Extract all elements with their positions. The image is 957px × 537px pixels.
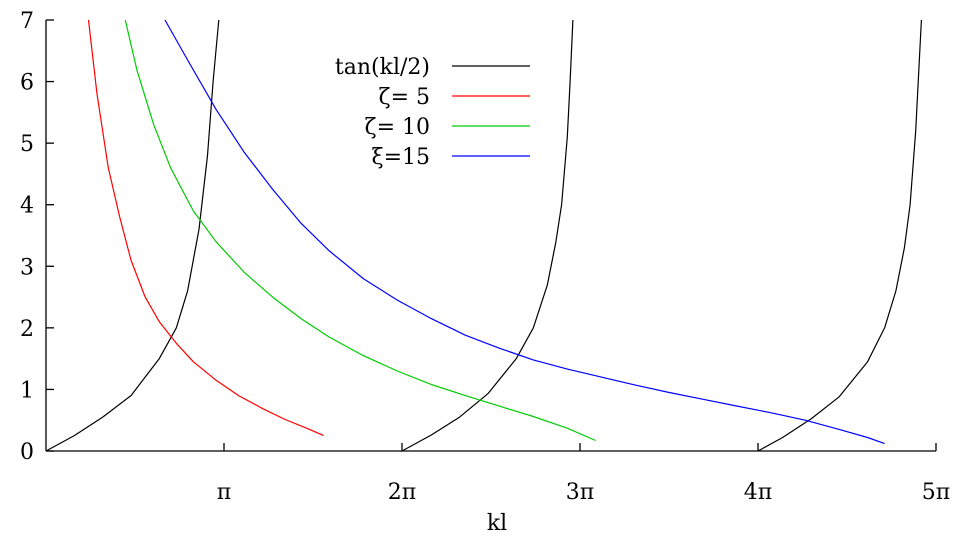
x-tick-label-2: 3π [566, 480, 594, 505]
series-layer [45, 19, 922, 452]
legend: tan(kl/2) ζ= 5 ζ= 10 ξ=15 [335, 55, 530, 170]
x-tick-label-1: 2π [388, 480, 416, 505]
y-tick-label-2: 2 [20, 317, 34, 342]
x-tick-label-4: 5π [922, 480, 950, 505]
x-axis-label: kl [487, 511, 507, 536]
y-tick-label-3: 3 [20, 255, 34, 280]
legend-label-0: tan(kl/2) [335, 55, 430, 80]
series-line-0-1 [401, 19, 574, 452]
series-1 [87, 19, 324, 437]
series-line-1-0 [87, 19, 324, 437]
y-ticks: 0 1 2 3 4 5 6 7 [20, 9, 54, 465]
y-tick-label-7: 7 [20, 9, 34, 34]
y-tick-label-0: 0 [20, 440, 34, 465]
x-tick-label-0: π [217, 480, 231, 505]
series-line-0-2 [757, 19, 922, 452]
y-tick-label-4: 4 [20, 194, 34, 219]
y-tick-label-6: 6 [20, 71, 34, 96]
series-line-0-0 [45, 19, 220, 452]
x-ticks: π 2π 3π 4π 5π [217, 443, 950, 505]
series-line-3-0 [164, 19, 885, 445]
x-tick-label-3: 4π [744, 480, 772, 505]
legend-label-3: ξ=15 [371, 145, 430, 170]
legend-label-1: ζ= 5 [379, 85, 430, 110]
series-3 [164, 19, 885, 445]
series-2 [124, 19, 596, 442]
series-line-2-0 [124, 19, 596, 442]
y-tick-label-5: 5 [20, 132, 34, 157]
legend-label-2: ζ= 10 [365, 115, 430, 140]
series-0 [45, 19, 922, 452]
axes [45, 20, 936, 452]
y-tick-label-1: 1 [20, 378, 34, 403]
